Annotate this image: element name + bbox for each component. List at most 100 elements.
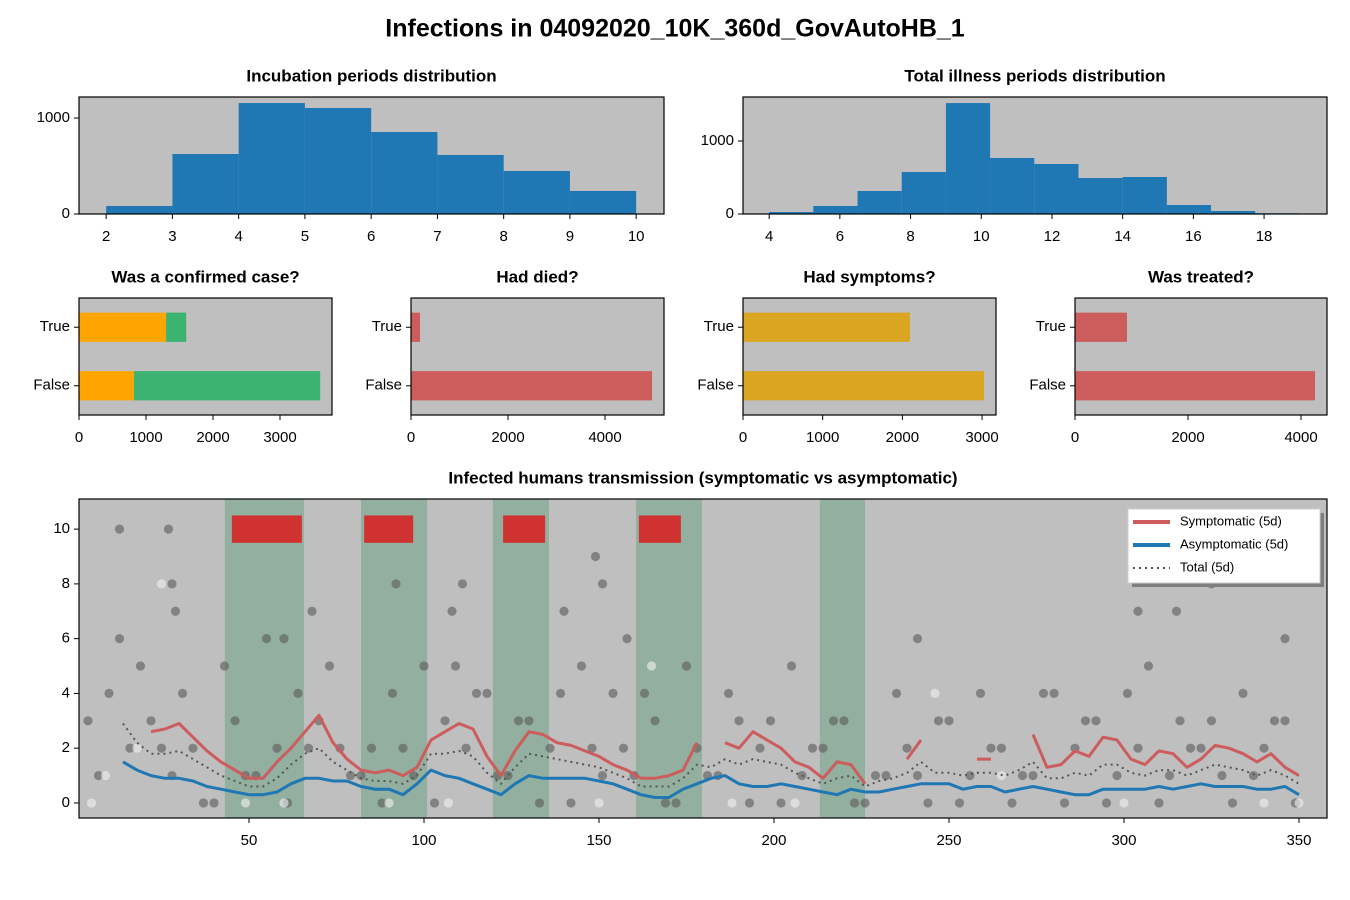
bar: [79, 371, 134, 401]
y-tick-label: 1000: [701, 132, 734, 149]
y-tick-label: 6: [62, 630, 70, 647]
histogram-bar: [304, 108, 372, 214]
x-tick-label: 8: [906, 228, 914, 245]
scatter-point: [279, 634, 289, 644]
scatter-point: [114, 524, 125, 534]
x-tick-label: 300: [1111, 832, 1136, 849]
bar: [166, 312, 187, 342]
x-tick-label: 50: [241, 832, 258, 849]
scatter-point: [755, 743, 765, 753]
scatter-point: [377, 798, 387, 808]
scatter-point: [1175, 716, 1185, 726]
histogram-bar: [1078, 178, 1123, 214]
subplot-title: Had died?: [496, 267, 578, 286]
x-tick-label: 10: [973, 228, 990, 245]
scatter-point: [366, 743, 377, 753]
scatter-point: [440, 716, 450, 726]
x-tick-label: 150: [586, 832, 611, 849]
x-tick-label: 4000: [1284, 429, 1317, 446]
scatter-point: [1122, 688, 1133, 699]
scatter-point: [384, 798, 394, 808]
scatter-point: [100, 770, 111, 781]
scatter-point: [1206, 716, 1217, 726]
legend-label: Symptomatic (5d): [1180, 513, 1282, 528]
y-tick-label: 0: [62, 205, 70, 222]
scatter-point: [646, 661, 657, 671]
x-tick-label: 3000: [263, 429, 296, 446]
scatter-point: [1294, 798, 1304, 808]
x-tick-label: 3000: [965, 429, 998, 446]
y-tick-label: 0: [62, 794, 70, 811]
scatter-point: [849, 798, 860, 808]
x-tick-label: 2000: [196, 429, 229, 446]
x-tick-label: 12: [1044, 228, 1061, 245]
y-tick-label: False: [33, 377, 70, 394]
histogram-bar: [1034, 164, 1079, 214]
y-tick-label: 10: [53, 520, 70, 537]
scatter-point: [167, 579, 177, 589]
figure-title: Infections in 04092020_10K_360d_GovAutoH…: [385, 15, 965, 43]
scatter-point: [1101, 798, 1112, 808]
scatter-point: [524, 716, 534, 726]
bar: [1075, 312, 1127, 342]
scatter-point: [272, 743, 282, 753]
histogram-bar: [106, 206, 173, 214]
scatter-point: [587, 743, 597, 753]
bar: [1075, 371, 1316, 401]
scatter-point: [912, 634, 923, 644]
highlight-span: [360, 499, 428, 818]
scatter-point: [513, 716, 524, 726]
x-tick-label: 8: [499, 228, 507, 245]
scatter-point: [104, 688, 114, 699]
bar: [79, 312, 167, 342]
subplot-title: Incubation periods distribution: [246, 66, 496, 85]
x-tick-label: 1000: [129, 429, 162, 446]
scatter-point: [307, 606, 317, 616]
scatter-point: [650, 716, 660, 726]
scatter-point: [86, 798, 97, 808]
highlight-span: [819, 499, 865, 818]
scatter-point: [727, 798, 737, 808]
scatter-point: [503, 770, 513, 781]
x-tick-label: 3: [168, 228, 176, 245]
legend-label: Total (5d): [1180, 559, 1234, 574]
scatter-point: [240, 798, 251, 808]
scatter-point: [132, 743, 142, 753]
subplot-title: Total illness periods distribution: [904, 66, 1165, 85]
y-tick-label: False: [697, 377, 734, 394]
x-tick-label: 16: [1185, 228, 1202, 245]
y-tick-label: 1000: [37, 109, 70, 126]
x-tick-label: 0: [1071, 429, 1079, 446]
scatter-point: [198, 798, 209, 808]
histogram-bar: [172, 154, 239, 214]
bar: [133, 371, 321, 401]
scatter-point: [1028, 770, 1038, 781]
scatter-point: [419, 661, 429, 671]
histogram-bar: [503, 171, 570, 214]
plot-frame: [1074, 297, 1328, 416]
scatter-point: [566, 798, 576, 808]
y-tick-label: 8: [62, 575, 70, 592]
marker-block: [503, 515, 546, 543]
scatter-point: [1038, 688, 1049, 699]
scatter-point: [839, 716, 849, 726]
x-tick-label: 10: [628, 228, 645, 245]
x-tick-label: 350: [1286, 832, 1311, 849]
histogram-bar: [1122, 176, 1167, 214]
scatter-point: [324, 661, 335, 671]
x-tick-label: 0: [739, 429, 747, 446]
bar: [743, 312, 910, 342]
scatter-point: [618, 743, 629, 753]
scatter-point: [559, 606, 569, 616]
y-tick-label: 0: [726, 205, 734, 222]
scatter-point: [1059, 798, 1070, 808]
scatter-point: [447, 606, 457, 616]
scatter-point: [482, 688, 492, 699]
scatter-point: [125, 743, 135, 753]
scatter-point: [1259, 798, 1269, 808]
scatter-point: [387, 688, 398, 699]
scatter-point: [622, 634, 632, 644]
scatter-point: [1049, 688, 1059, 699]
scatter-point: [930, 688, 940, 699]
x-tick-label: 200: [761, 832, 786, 849]
